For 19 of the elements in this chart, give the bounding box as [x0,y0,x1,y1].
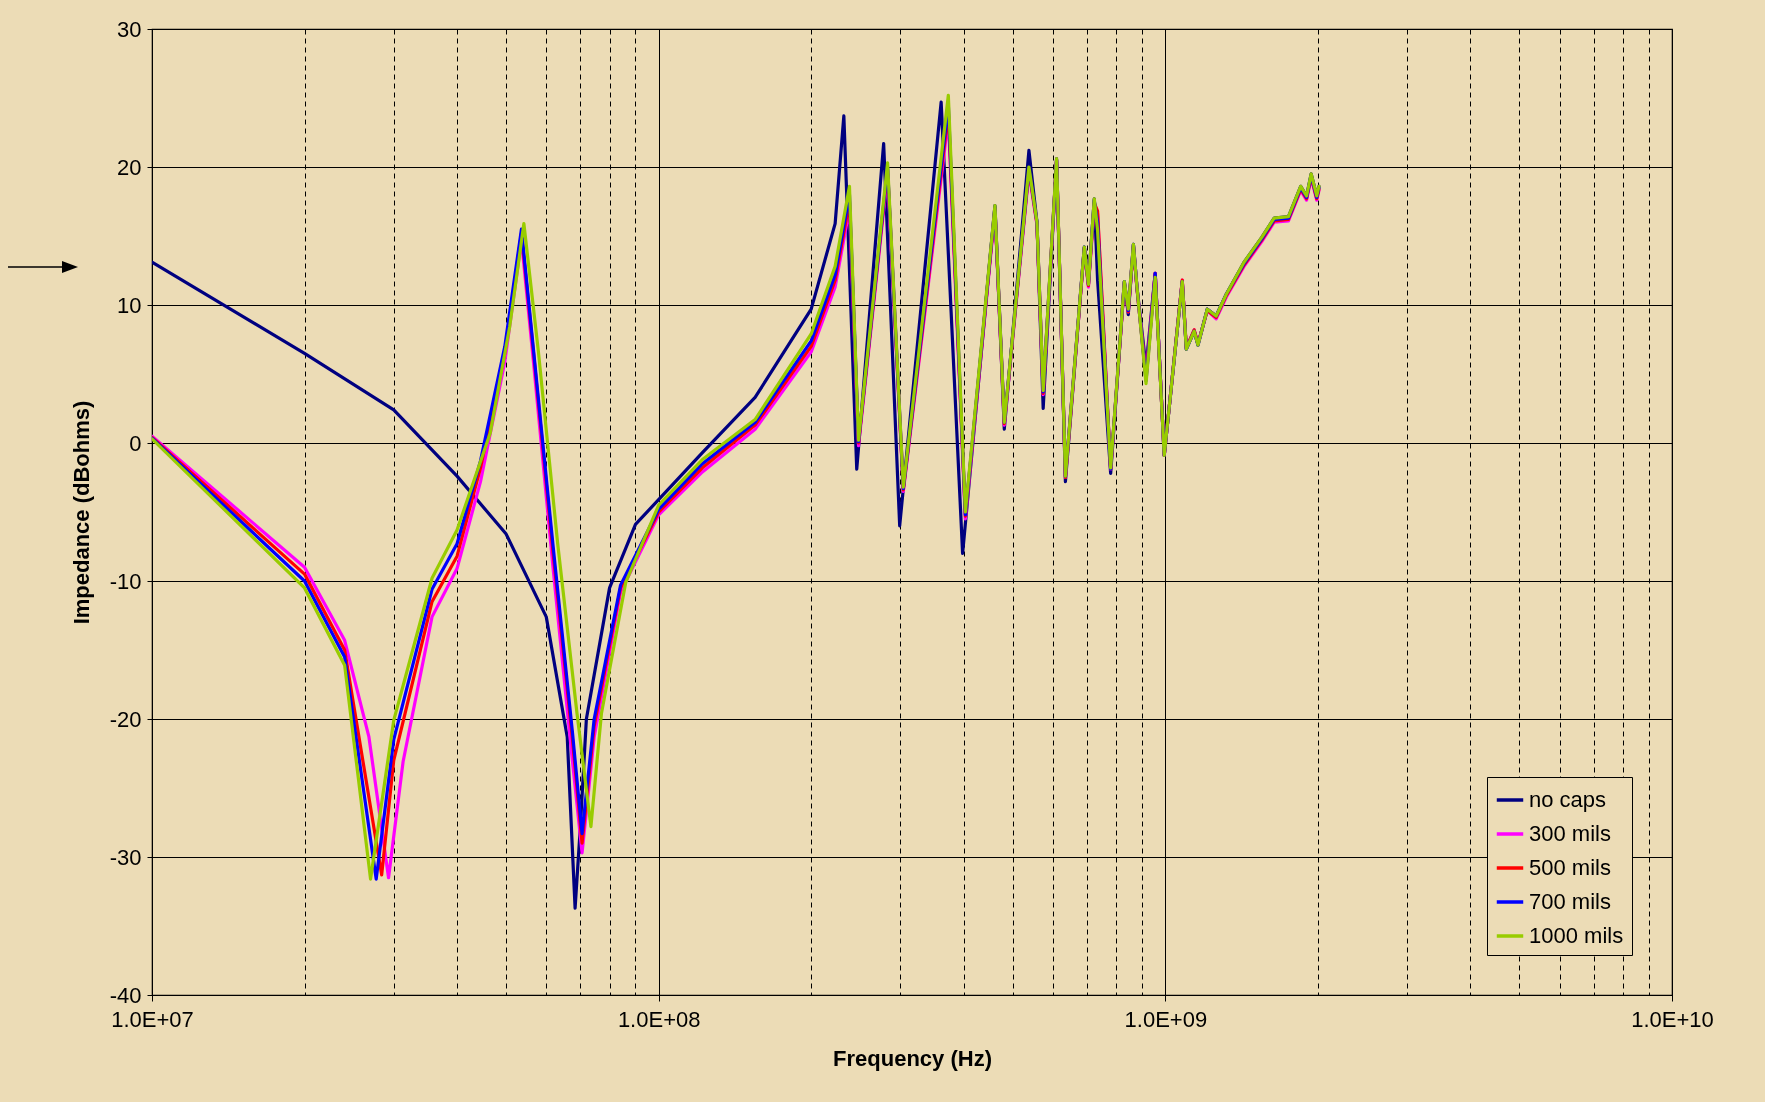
legend-label: 700 mils [1529,889,1611,914]
y-tick-label: -20 [109,706,142,732]
y-axis-title: Impedance (dBohms) [68,400,94,625]
legend-label: 300 mils [1529,821,1611,846]
y-tick-label: 20 [117,154,142,180]
y-tick-label: -40 [109,982,142,1008]
y-tick-label: 0 [129,430,142,456]
legend-label: no caps [1529,787,1607,812]
y-tick-label: -10 [109,568,142,594]
x-axis-title: Frequency (Hz) [833,1045,992,1071]
legend-label: 500 mils [1529,855,1611,880]
x-tick-label: 1.0E+08 [617,1006,701,1032]
legend-label: 1000 mils [1529,923,1624,948]
x-tick-label: 1.0E+09 [1124,1006,1208,1032]
x-tick-label: 1.0E+07 [111,1006,194,1032]
y-tick-label: 10 [117,292,142,318]
x-tick-label: 1.0E+10 [1631,1006,1714,1032]
y-tick-label: 30 [117,16,142,42]
y-tick-label: -30 [109,844,142,870]
